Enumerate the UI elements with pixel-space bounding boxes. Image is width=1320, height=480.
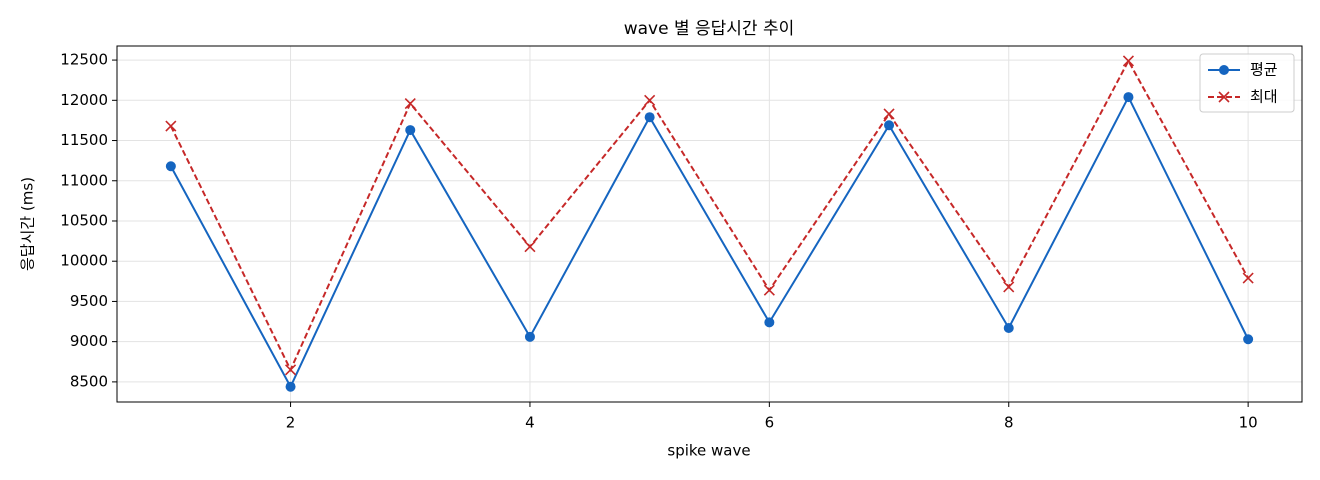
legend-marker xyxy=(1218,91,1230,103)
y-tick-label: 10500 xyxy=(60,211,108,229)
marker xyxy=(524,241,536,253)
y-tick-label: 12500 xyxy=(60,51,108,69)
marker xyxy=(1243,334,1254,345)
marker xyxy=(165,120,177,132)
marker xyxy=(405,125,416,136)
legend-label: 평균 xyxy=(1250,61,1278,79)
marker xyxy=(1123,92,1134,103)
legend-box xyxy=(1199,53,1295,113)
y-tick-label: 9500 xyxy=(70,292,108,310)
marker xyxy=(285,381,296,392)
series-line xyxy=(169,58,1250,373)
marker xyxy=(524,331,535,342)
marker xyxy=(764,317,775,328)
marker xyxy=(1242,272,1254,284)
legend-label: 최대 xyxy=(1250,88,1278,106)
x-tick-label: 2 xyxy=(286,414,296,432)
x-tick-label: 10 xyxy=(1239,414,1258,432)
y-tick-label: 10000 xyxy=(60,252,108,270)
marker xyxy=(284,364,297,376)
marker xyxy=(404,97,416,110)
chart-title: wave 별 응답시간 추이 xyxy=(624,19,795,39)
plot-frame xyxy=(116,45,1303,403)
series-line xyxy=(169,94,1250,389)
marker xyxy=(644,112,655,123)
marker xyxy=(1003,322,1014,333)
marker xyxy=(884,120,895,131)
plot xyxy=(165,55,1254,392)
marker xyxy=(165,161,176,172)
x-tick-label: 4 xyxy=(525,414,535,432)
marker xyxy=(883,108,895,120)
x-axis-label: spike wave xyxy=(667,442,750,460)
marker xyxy=(1003,281,1015,293)
y-tick-label: 12000 xyxy=(60,91,108,109)
grid xyxy=(117,46,1302,402)
y-tick-label: 8500 xyxy=(70,372,108,390)
y-tick-label: 9000 xyxy=(70,332,108,350)
marker xyxy=(644,94,656,106)
marker xyxy=(1122,55,1135,67)
marker xyxy=(763,284,775,296)
x-tick-label: 6 xyxy=(765,414,775,432)
legend-marker xyxy=(1219,65,1229,75)
y-tick-label: 11500 xyxy=(60,131,108,149)
x-tick-label: 8 xyxy=(1004,414,1014,432)
y-axis-label: 응답시간 (ms) xyxy=(19,177,37,271)
y-tick-label: 11000 xyxy=(60,171,108,189)
